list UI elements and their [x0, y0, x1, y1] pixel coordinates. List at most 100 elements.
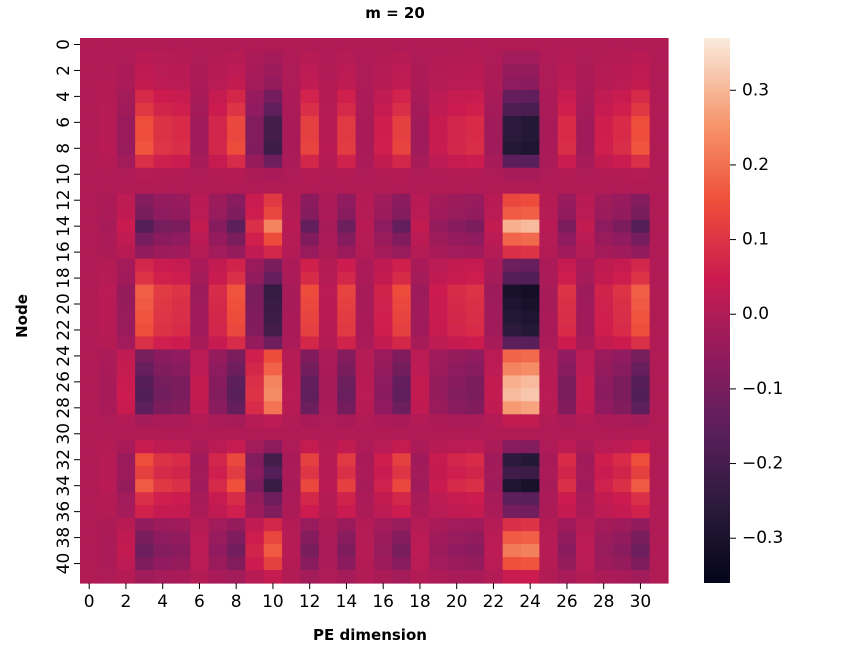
heatmap-cell: [484, 323, 504, 338]
heatmap-cell: [557, 206, 577, 221]
heatmap-cell: [465, 297, 485, 312]
heatmap-cell: [116, 388, 136, 402]
heatmap-cell: [429, 505, 449, 519]
heatmap-cell: [300, 310, 320, 325]
heatmap-cell: [153, 297, 173, 312]
heatmap-cell: [227, 362, 246, 376]
heatmap-cell: [153, 154, 173, 169]
heatmap-cell: [521, 219, 540, 234]
heatmap-cell: [135, 284, 155, 299]
y-tick-label: 36: [54, 501, 74, 523]
heatmap-cell: [318, 466, 338, 480]
heatmap-cell: [355, 219, 375, 234]
heatmap-cell: [521, 453, 540, 467]
heatmap-cell: [631, 284, 651, 299]
heatmap-cell: [502, 479, 522, 493]
heatmap-cell: [208, 375, 228, 389]
heatmap-cell: [153, 453, 173, 467]
heatmap-cell: [116, 115, 136, 130]
heatmap-cell: [208, 232, 228, 247]
heatmap-cell: [190, 38, 210, 52]
heatmap-cell: [282, 531, 302, 545]
heatmap-cell: [594, 154, 614, 169]
heatmap-cell: [135, 336, 155, 351]
heatmap-cell: [171, 570, 191, 584]
heatmap-cell: [594, 375, 614, 389]
colorbar-tick-label: −0.1: [742, 379, 783, 399]
heatmap-cell: [484, 284, 504, 299]
x-tick-label: 30: [630, 592, 652, 612]
heatmap-cell: [300, 453, 320, 467]
heatmap-cell: [227, 76, 246, 91]
heatmap-cell: [521, 336, 540, 351]
heatmap-cell: [245, 544, 265, 558]
heatmap-cell: [337, 479, 357, 493]
heatmap-cell: [135, 505, 155, 519]
heatmap-cell: [576, 362, 596, 376]
heatmap-cell: [171, 375, 191, 389]
heatmap-cell: [465, 128, 485, 143]
heatmap-cell: [153, 414, 173, 428]
heatmap-cell: [374, 76, 393, 91]
heatmap-cell: [318, 518, 338, 532]
heatmap-cell: [245, 375, 265, 389]
heatmap-cell: [135, 427, 155, 441]
heatmap-cell: [649, 388, 669, 402]
heatmap-cell: [135, 388, 155, 402]
heatmap-cell: [208, 297, 228, 312]
heatmap-cell: [337, 570, 357, 584]
heatmap-cell: [576, 193, 596, 208]
heatmap-cell: [502, 128, 522, 143]
heatmap-cell: [612, 531, 632, 545]
heatmap-cell: [282, 505, 302, 519]
heatmap-cell: [171, 479, 191, 493]
heatmap-cell: [190, 128, 210, 143]
heatmap-cell: [557, 258, 577, 273]
heatmap-cell: [557, 180, 577, 195]
heatmap-cell: [355, 89, 375, 104]
heatmap-cell: [374, 453, 393, 467]
heatmap-cell: [447, 297, 467, 312]
heatmap-cell: [429, 232, 449, 247]
heatmap-cell: [245, 232, 265, 247]
heatmap-cell: [116, 479, 136, 493]
heatmap-cell: [135, 38, 155, 52]
heatmap-cell: [171, 141, 191, 156]
heatmap-cell: [116, 232, 136, 247]
heatmap-cell: [594, 63, 614, 78]
heatmap-cell: [447, 76, 467, 91]
heatmap-cell: [245, 102, 265, 117]
heatmap-cell: [337, 63, 357, 78]
heatmap-cell: [576, 414, 596, 428]
heatmap-cell: [557, 167, 577, 182]
heatmap-cell: [392, 518, 412, 532]
heatmap-cell: [80, 89, 99, 104]
heatmap-cell: [300, 518, 320, 532]
heatmap-cell: [208, 271, 228, 286]
heatmap-cell: [300, 544, 320, 558]
heatmap-cell: [300, 141, 320, 156]
heatmap-cell: [612, 427, 632, 441]
heatmap-cell: [410, 349, 430, 364]
heatmap-cell: [612, 570, 632, 584]
heatmap-cell: [318, 297, 338, 312]
heatmap-cell: [80, 141, 99, 156]
heatmap-cell: [80, 570, 99, 584]
heatmap-cell: [594, 440, 614, 454]
heatmap-cell: [153, 505, 173, 519]
heatmap-cell: [502, 245, 522, 260]
heatmap-cell: [392, 76, 412, 91]
heatmap-cell: [649, 544, 669, 558]
heatmap-cell: [465, 219, 485, 234]
y-tick-label: 38: [54, 527, 74, 549]
heatmap-cell: [594, 388, 614, 402]
heatmap-cell: [429, 258, 449, 273]
x-tick-label: 18: [409, 592, 431, 612]
heatmap-cell: [135, 310, 155, 325]
heatmap-cell: [116, 76, 136, 91]
heatmap-cell: [208, 427, 228, 441]
heatmap-cell: [355, 544, 375, 558]
y-tick-label: 14: [54, 215, 74, 237]
heatmap-cell: [429, 141, 449, 156]
heatmap-cell: [245, 440, 265, 454]
